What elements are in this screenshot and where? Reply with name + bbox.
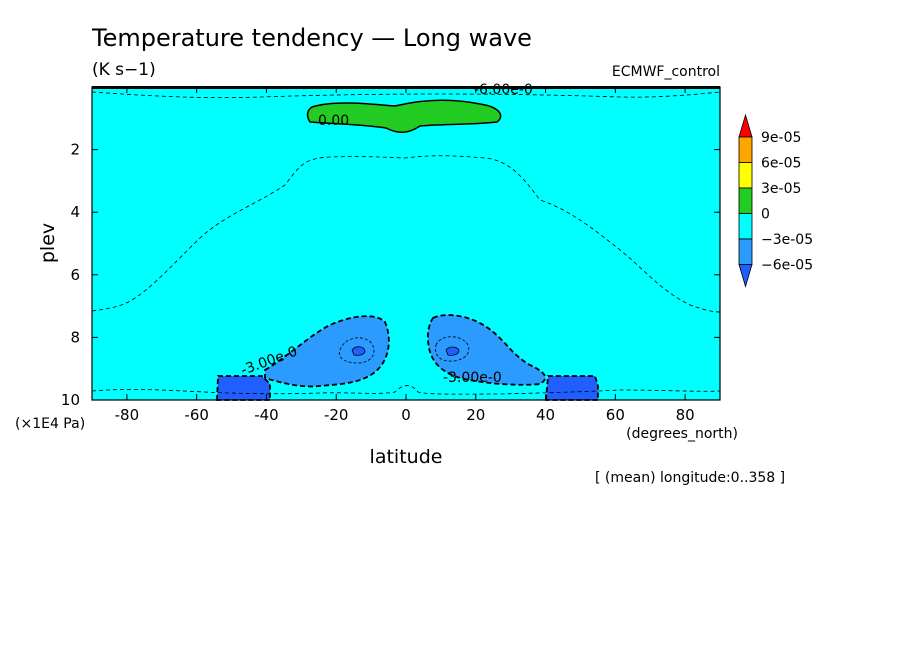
x-tick-label: 60	[606, 406, 625, 424]
footnote: [ (mean) longitude:0..358 ]	[595, 470, 785, 486]
colorbar-label: −3e-05	[761, 232, 813, 248]
y-axis-label: plev	[37, 223, 59, 263]
y-axis: 2 4 6 8 10	[61, 141, 720, 409]
x-tick-label: -60	[184, 406, 209, 424]
colorbar-swatch	[738, 213, 753, 240]
colorbar-swatch	[738, 162, 753, 189]
chart-units: (K s−1)	[92, 60, 156, 80]
plot-area: 0.00 -3.00e-0 -3.00e-0 -6.00e-0	[91, 82, 721, 401]
contour-core-right	[445, 346, 460, 356]
colorbar-swatch	[738, 113, 753, 138]
x-tick-label: 40	[536, 406, 555, 424]
colorbar-label: 6e-05	[761, 156, 801, 172]
colorbar-swatch	[738, 187, 753, 214]
colorbar-label: 0	[761, 207, 770, 223]
y-tick-label: 8	[70, 328, 80, 346]
x-tick-label: 0	[401, 406, 411, 424]
x-tick-label: -40	[254, 406, 279, 424]
contour-core-left	[351, 346, 366, 356]
colorbar-swatch	[738, 136, 753, 163]
contour-label-right: -3.00e-0	[443, 370, 502, 386]
y-tick-label: 2	[70, 141, 80, 159]
colorbar-label: −6e-05	[761, 258, 813, 274]
contour-label-top: -6.00e-0	[474, 82, 533, 98]
colorbar-swatch	[738, 238, 753, 265]
y-units-label: (×1E4 Pa)	[15, 416, 85, 432]
colorbar-swatch	[738, 264, 753, 288]
x-tick-label: -20	[324, 406, 349, 424]
strong-negative-right	[545, 375, 599, 401]
colorbar: 9e-05 6e-05 3e-05 0 −3e-05 −6e-05	[738, 113, 813, 288]
contour-line-bottom	[91, 385, 721, 395]
x-units-label: (degrees_north)	[626, 426, 738, 442]
colorbar-label: 3e-05	[761, 181, 801, 197]
x-axis: -80 -60 -40 -20 0 20 40 60 80	[115, 87, 695, 424]
contour-line-outer	[91, 155, 721, 313]
chart-title: Temperature tendency — Long wave	[91, 24, 532, 52]
x-tick-label: -80	[115, 406, 140, 424]
y-tick-label: 4	[70, 203, 80, 221]
y-tick-label: 10	[61, 391, 80, 409]
strong-negative-left	[216, 375, 271, 401]
x-tick-label: 80	[676, 406, 695, 424]
background-fill	[92, 87, 720, 400]
y-tick-label: 6	[70, 266, 80, 284]
contour-ring-left	[338, 337, 375, 364]
colorbar-label: 9e-05	[761, 130, 801, 146]
contour-ring-right	[435, 336, 470, 362]
x-axis-label: latitude	[370, 446, 443, 468]
negative-region-right	[426, 314, 547, 386]
negative-region-left	[264, 315, 390, 388]
x-tick-label: 20	[466, 406, 485, 424]
positive-region	[306, 99, 502, 133]
contour-line-top	[91, 91, 721, 99]
contour-label-zero: 0.00	[318, 113, 349, 129]
dataset-label: ECMWF_control	[612, 64, 720, 80]
